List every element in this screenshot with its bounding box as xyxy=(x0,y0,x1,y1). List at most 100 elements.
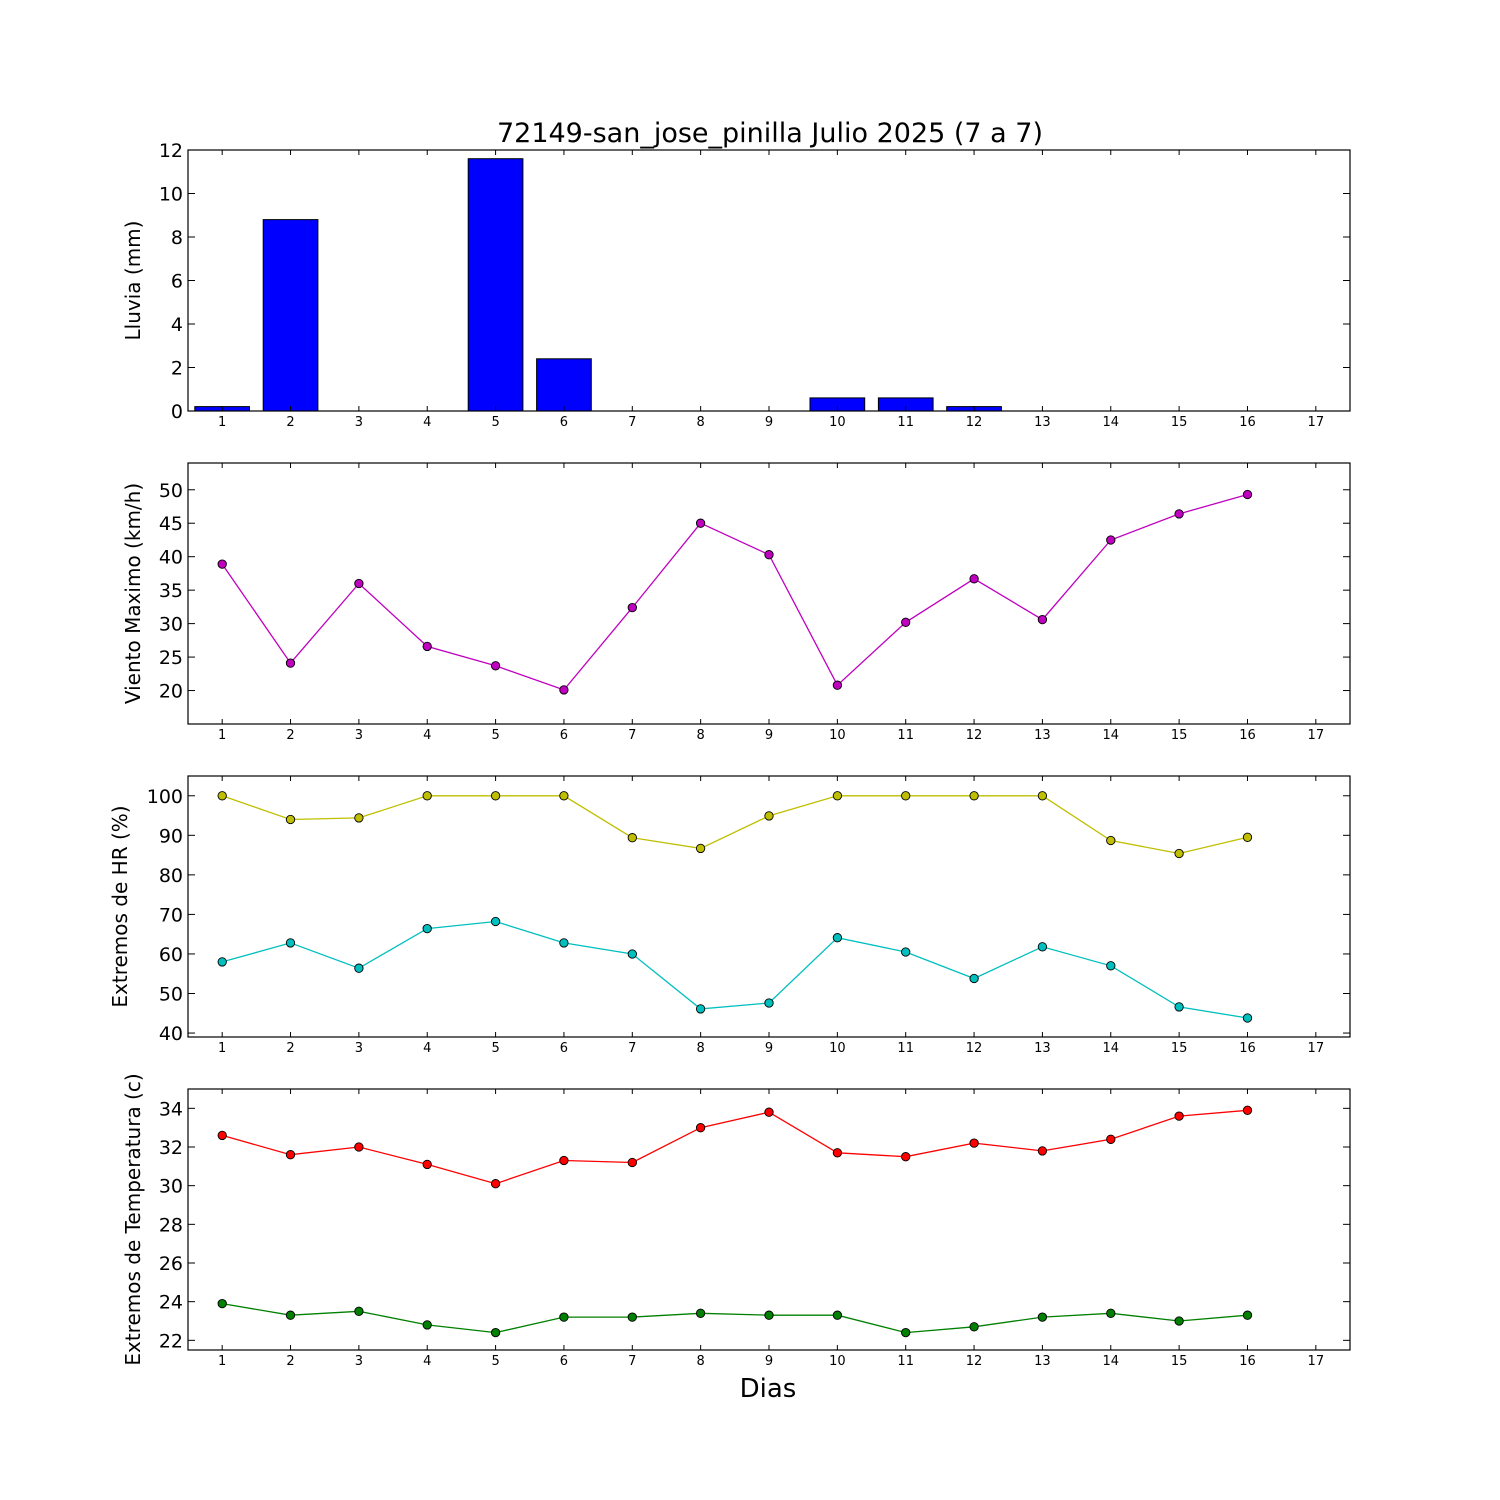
data-point-1-2 xyxy=(285,814,296,825)
y-tick-label: 60 xyxy=(159,944,183,966)
data-point-1-4 xyxy=(422,791,432,801)
data-point-1-5 xyxy=(490,1179,501,1189)
data-point-2-15 xyxy=(1174,1002,1184,1012)
data-point-1-10 xyxy=(832,1148,843,1158)
x-tick-label: 15 xyxy=(1171,728,1188,743)
data-point-2-10 xyxy=(832,1310,843,1320)
data-point-1-5 xyxy=(490,791,501,801)
data-point-2-9 xyxy=(764,998,774,1008)
y-tick-label: 30 xyxy=(159,1176,183,1198)
data-point-1-2 xyxy=(285,658,296,668)
x-tick-label: 9 xyxy=(765,415,773,430)
data-point-1-5 xyxy=(490,661,501,671)
y-tick-label: 100 xyxy=(147,786,183,808)
data-point-1-3 xyxy=(354,578,364,589)
x-tick-label: 7 xyxy=(628,728,636,743)
y-axis-label: Lluvia (mm) xyxy=(121,221,145,341)
y-tick-label: 24 xyxy=(159,1292,183,1314)
y-tick-label: 50 xyxy=(159,480,183,502)
y-tick-label: 26 xyxy=(159,1253,183,1275)
x-tick-label: 17 xyxy=(1308,415,1325,430)
data-point-2-8 xyxy=(695,1308,706,1318)
x-tick-label: 8 xyxy=(697,415,705,430)
figure-title: 72149-san_jose_pinilla Julio 2025 (7 a 7… xyxy=(497,118,1043,149)
x-tick-label: 5 xyxy=(491,415,499,430)
y-tick-label: 10 xyxy=(159,184,183,206)
x-tick-label: 12 xyxy=(966,1041,983,1056)
data-point-1-1 xyxy=(217,1130,227,1141)
y-tick-label: 6 xyxy=(171,271,183,293)
data-point-1-13 xyxy=(1037,614,1048,625)
y-tick-label: 34 xyxy=(159,1098,183,1120)
x-tick-label: 2 xyxy=(286,415,294,430)
x-tick-label: 6 xyxy=(560,1354,568,1369)
x-tick-label: 5 xyxy=(491,1041,499,1056)
x-tick-label: 9 xyxy=(765,1041,773,1056)
x-tick-label: 14 xyxy=(1102,415,1119,430)
data-point-1-8 xyxy=(695,843,706,854)
x-tick-label: 13 xyxy=(1034,415,1051,430)
data-point-1-12 xyxy=(969,791,979,801)
x-tick-label: 17 xyxy=(1308,728,1325,743)
data-point-2-4 xyxy=(422,923,432,934)
x-tick-label: 10 xyxy=(829,728,846,743)
data-point-1-14 xyxy=(1106,835,1116,846)
data-point-1-9 xyxy=(764,550,774,560)
x-tick-label: 16 xyxy=(1239,1041,1256,1056)
x-tick-label: 3 xyxy=(355,415,363,430)
x-tick-label: 11 xyxy=(897,728,914,743)
x-tick-label: 8 xyxy=(697,1354,705,1369)
y-tick-label: 70 xyxy=(159,904,183,926)
data-point-1-4 xyxy=(422,641,432,652)
data-point-1-8 xyxy=(695,518,706,528)
data-point-2-14 xyxy=(1106,961,1116,971)
data-point-2-7 xyxy=(627,949,637,959)
y-tick-label: 12 xyxy=(159,140,183,162)
x-tick-label: 2 xyxy=(286,1041,294,1056)
data-point-2-12 xyxy=(969,1322,979,1332)
data-point-2-16 xyxy=(1242,1013,1253,1023)
x-tick-label: 7 xyxy=(628,1041,636,1056)
panel-3: 1 2 3 4 5 6 7 8 9 10 11 12 13 14 15 16 17405060708090100… xyxy=(108,775,1351,1056)
data-point-2-15 xyxy=(1174,1316,1184,1326)
data-point-2-5 xyxy=(490,916,501,927)
x-tick-label: 11 xyxy=(897,415,914,430)
x-tick-label: 8 xyxy=(697,728,705,743)
y-tick-label: 45 xyxy=(159,513,183,535)
bar-day-5 xyxy=(467,158,524,412)
y-tick-label: 20 xyxy=(159,681,183,703)
x-tick-label: 1 xyxy=(218,1354,226,1369)
x-tick-label: 1 xyxy=(218,415,226,430)
x-tick-label: 6 xyxy=(560,728,568,743)
data-point-1-7 xyxy=(627,602,637,613)
data-point-2-5 xyxy=(490,1327,501,1338)
x-tick-label: 7 xyxy=(628,415,636,430)
x-tick-label: 3 xyxy=(355,1354,363,1369)
x-tick-label: 10 xyxy=(829,1354,846,1369)
x-tick-label: 10 xyxy=(829,415,846,430)
y-tick-label: 0 xyxy=(171,401,183,423)
x-tick-label: 15 xyxy=(1171,1041,1188,1056)
y-tick-label: 35 xyxy=(159,580,183,602)
data-point-1-10 xyxy=(832,791,843,801)
y-tick-label: 28 xyxy=(159,1214,183,1236)
y-tick-label: 32 xyxy=(159,1137,183,1159)
x-tick-label: 12 xyxy=(966,1354,983,1369)
data-point-2-13 xyxy=(1037,942,1048,952)
x-tick-label: 3 xyxy=(355,728,363,743)
series-line-2 xyxy=(222,920,1248,1019)
y-tick-label: 25 xyxy=(159,647,183,669)
data-point-2-13 xyxy=(1037,1312,1048,1322)
data-point-1-6 xyxy=(559,685,569,695)
data-point-1-15 xyxy=(1174,509,1184,519)
data-point-2-8 xyxy=(695,1004,706,1014)
data-point-2-6 xyxy=(559,938,569,948)
x-tick-label: 6 xyxy=(560,415,568,430)
series-line-1 xyxy=(222,1109,1248,1185)
data-point-1-3 xyxy=(354,813,364,823)
data-point-2-10 xyxy=(832,933,843,943)
x-tick-label: 15 xyxy=(1171,415,1188,430)
y-tick-label: 40 xyxy=(159,547,183,569)
x-tick-label: 3 xyxy=(355,1041,363,1056)
